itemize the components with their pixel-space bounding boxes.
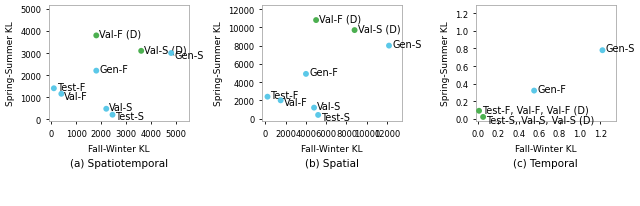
Title: (a) Spatiotemporal: (a) Spatiotemporal: [70, 158, 168, 168]
Text: Val-S: Val-S: [317, 101, 341, 111]
X-axis label: Fall-Winter KL: Fall-Winter KL: [515, 144, 577, 153]
Text: Test-S: Test-S: [321, 112, 350, 122]
Point: [101, 108, 111, 111]
Text: Val-F: Val-F: [65, 91, 88, 101]
X-axis label: Fall-Winter KL: Fall-Winter KL: [301, 144, 363, 153]
Point: [384, 45, 394, 48]
Point: [108, 114, 118, 117]
Text: Val-F: Val-F: [284, 98, 307, 108]
Text: Val-S (D): Val-S (D): [144, 45, 187, 55]
Point: [597, 49, 607, 53]
Point: [309, 107, 319, 110]
Point: [478, 116, 488, 119]
Point: [529, 89, 540, 93]
Text: Gen-S: Gen-S: [605, 44, 635, 54]
X-axis label: Fall-Winter KL: Fall-Winter KL: [88, 144, 150, 153]
Point: [301, 73, 311, 76]
Point: [313, 114, 323, 117]
Text: Gen-F: Gen-F: [99, 64, 128, 75]
Title: (c) Temporal: (c) Temporal: [513, 158, 578, 168]
Text: Gen-S: Gen-S: [174, 50, 204, 61]
Text: Test-F: Test-F: [57, 82, 85, 92]
Point: [474, 110, 484, 113]
Point: [166, 52, 176, 55]
Y-axis label: Spring-Summer KL: Spring-Summer KL: [6, 21, 15, 106]
Y-axis label: Spring-Summer KL: Spring-Summer KL: [214, 21, 223, 106]
Text: Gen-F: Gen-F: [309, 68, 338, 78]
Text: Test-F: Test-F: [271, 90, 299, 100]
Text: Val-F (D): Val-F (D): [319, 14, 361, 24]
Text: Val-S (D): Val-S (D): [358, 24, 400, 34]
Text: Val-S: Val-S: [109, 103, 134, 112]
Y-axis label: Spring-Summer KL: Spring-Summer KL: [440, 21, 449, 106]
Point: [91, 70, 101, 73]
Point: [49, 87, 59, 90]
Text: Val-F (D): Val-F (D): [99, 29, 141, 39]
Point: [262, 96, 273, 99]
Point: [136, 50, 147, 53]
Point: [56, 93, 67, 96]
Text: Test-S: Test-S: [115, 112, 145, 122]
Text: Gen-F: Gen-F: [537, 84, 566, 94]
Text: Test-F, Val-F, Val-F (D): Test-F, Val-F, Val-F (D): [482, 105, 589, 115]
Text: Gen-S: Gen-S: [392, 40, 421, 50]
Point: [91, 35, 101, 38]
Point: [276, 99, 286, 103]
Title: (b) Spatial: (b) Spatial: [305, 158, 359, 168]
Point: [311, 19, 321, 23]
Text: Test-S, Val-S, Val-S (D): Test-S, Val-S, Val-S (D): [486, 115, 595, 125]
Point: [349, 29, 360, 33]
